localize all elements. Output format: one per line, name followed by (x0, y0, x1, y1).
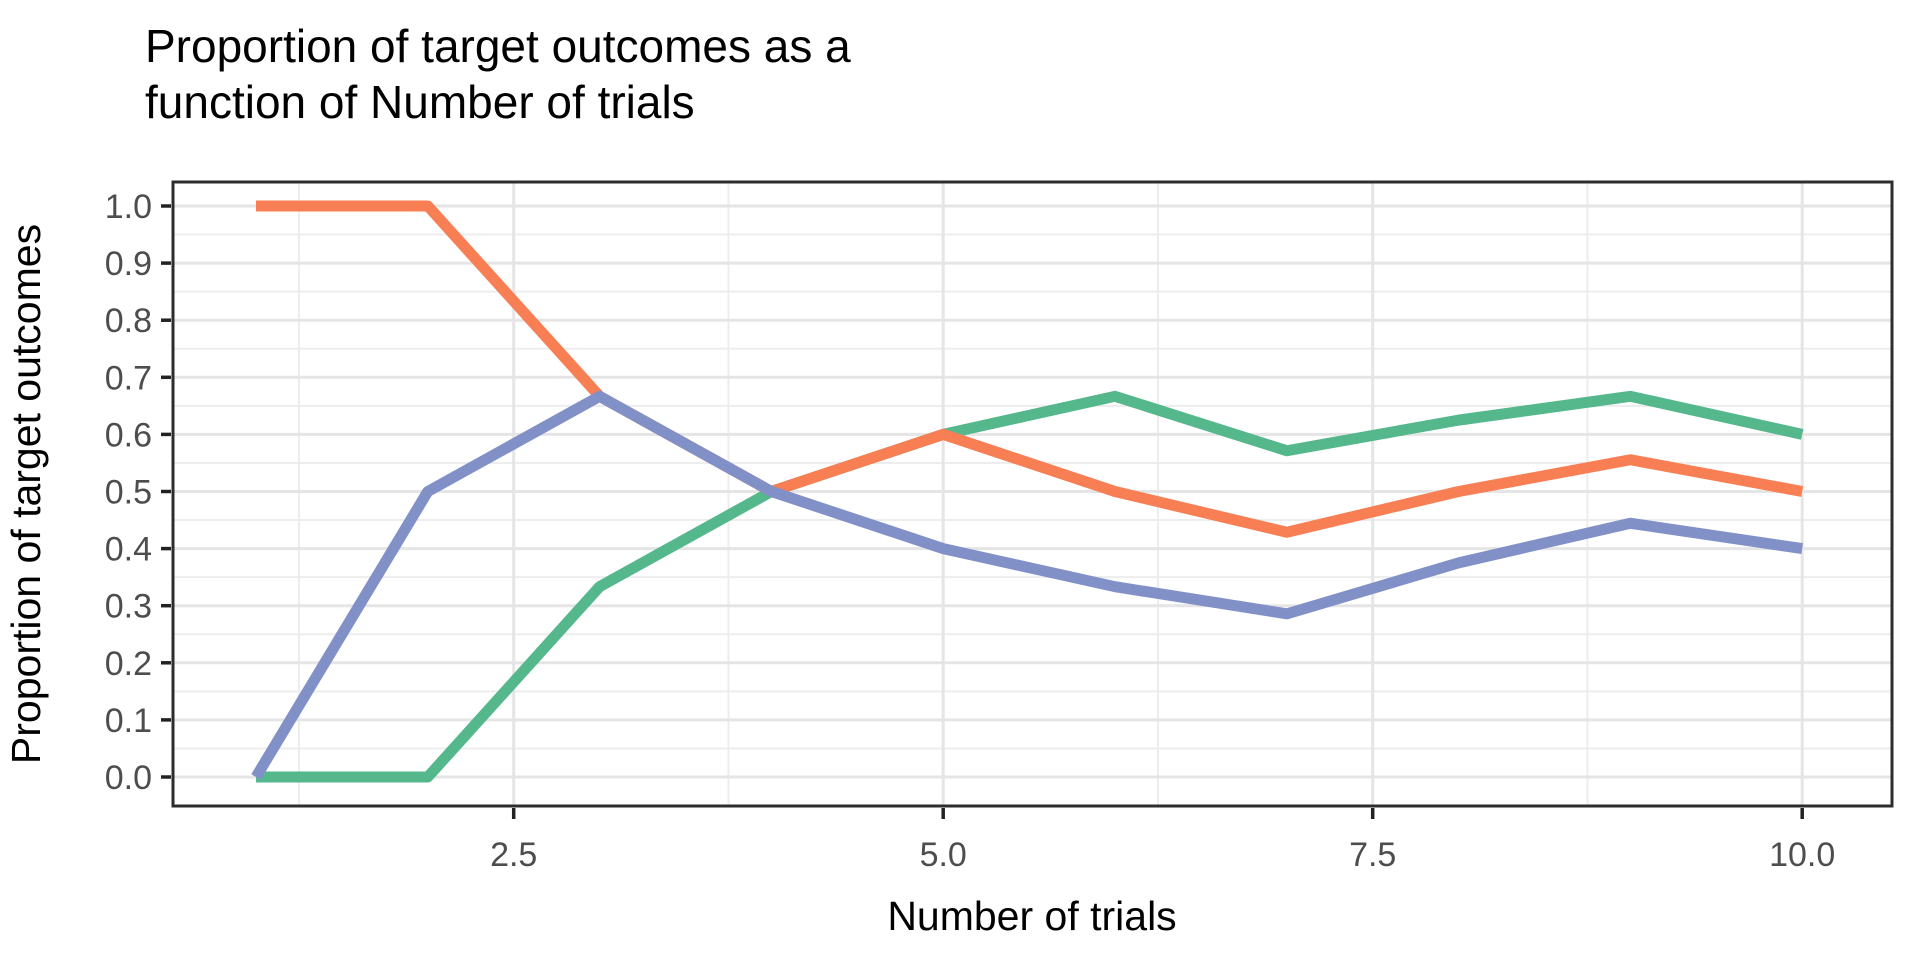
panel-border-rect (171, 180, 1894, 808)
x-tick-label: 7.5 (1349, 836, 1396, 874)
y-tick-label: 0.4 (105, 531, 152, 569)
x-tick-label: 10.0 (1769, 836, 1835, 874)
panel-border (171, 180, 1894, 808)
y-tick-label: 0.6 (105, 416, 152, 454)
y-tick-label: 0.2 (105, 645, 152, 683)
panel-background (173, 182, 1892, 806)
axis-ticks (161, 204, 1804, 819)
series-line-green-series (256, 390, 1804, 783)
x-tick-label: 5.0 (920, 836, 967, 874)
y-tick-label: 0.1 (105, 702, 152, 740)
axis-tick-labels: 1.0 0.9 0.8 0.7 0.6 0.5 0.4 0.3 0.2 0.1 0.0 2.5 5.0 7… (105, 188, 1836, 874)
y-tick-label: 0.3 (105, 588, 152, 626)
y-tick-label: 1.0 (105, 188, 152, 226)
y-axis-title: Proportion of target outcomes (3, 224, 49, 764)
data-series (251, 200, 1804, 783)
series-line-orange-series (256, 200, 1804, 538)
panel-rect (173, 182, 1892, 806)
y-tick-label: 0.8 (105, 302, 152, 340)
x-axis-title: Number of trials (887, 893, 1176, 939)
plot-title-line-2: function of Number of trials (145, 76, 695, 128)
y-tick-label: 0.9 (105, 245, 152, 283)
series-line-blue-series (251, 390, 1804, 780)
y-tick-label: 0.5 (105, 474, 152, 512)
plot-title-line-1: Proportion of target outcomes as a (145, 20, 851, 72)
y-tick-label: 0.7 (105, 359, 152, 397)
y-tick-label: 0.0 (105, 759, 152, 797)
x-tick-label: 2.5 (490, 836, 537, 874)
